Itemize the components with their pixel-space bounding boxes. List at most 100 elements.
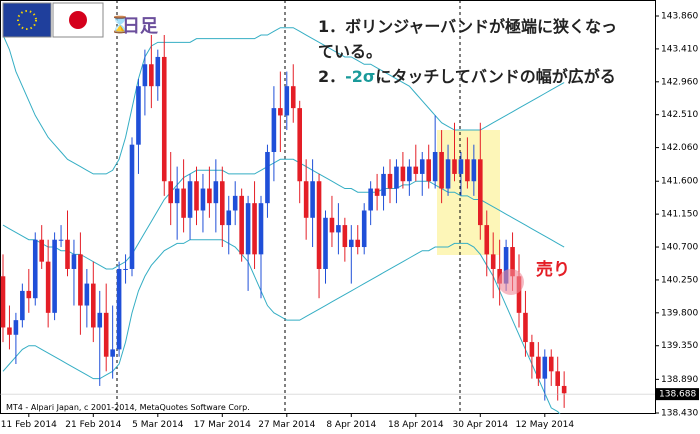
candle-body bbox=[523, 312, 528, 343]
bollinger-band bbox=[2, 239, 561, 414]
y-tick-label: 138.890 bbox=[661, 375, 698, 385]
candle-body bbox=[278, 108, 283, 116]
candle-body bbox=[355, 239, 361, 248]
candle-body bbox=[213, 181, 219, 204]
candle-body bbox=[226, 210, 232, 226]
candle-body bbox=[258, 203, 264, 255]
y-tick-label: 143.860 bbox=[661, 12, 698, 22]
bands bbox=[2, 27, 565, 414]
candle-body bbox=[52, 239, 57, 313]
candle-body bbox=[548, 356, 554, 372]
x-tick-label: 5 Mar 2014 bbox=[132, 420, 184, 430]
candle-body bbox=[97, 312, 103, 328]
candle-body bbox=[245, 203, 251, 255]
y-tick-label: 141.600 bbox=[661, 177, 698, 187]
candle-body bbox=[149, 64, 154, 87]
candle-body bbox=[310, 181, 315, 218]
candle-body bbox=[103, 312, 109, 357]
candle-body bbox=[84, 283, 90, 306]
candle-body bbox=[510, 247, 515, 277]
candle-body bbox=[45, 261, 51, 313]
candle-body bbox=[413, 166, 419, 174]
candle-body bbox=[452, 159, 457, 174]
candle-body bbox=[478, 159, 483, 226]
jp-sun bbox=[69, 11, 87, 29]
candle-body bbox=[439, 151, 444, 189]
candle-body bbox=[78, 254, 83, 306]
candle-body bbox=[26, 290, 32, 299]
current-price-label: 138.688 bbox=[659, 390, 696, 400]
y-tick-label: 138.430 bbox=[661, 409, 698, 419]
candle-body bbox=[445, 159, 451, 189]
bollinger-band bbox=[2, 158, 565, 270]
candle-body bbox=[387, 173, 393, 189]
candles bbox=[0, 35, 567, 408]
candle-body bbox=[381, 173, 386, 196]
x-tick-label: 21 Feb 2014 bbox=[65, 420, 121, 430]
y-tick-label: 139.350 bbox=[661, 341, 698, 351]
annotation-highlight: -2σ bbox=[345, 67, 375, 86]
current-price-box bbox=[656, 388, 699, 401]
candle-body bbox=[316, 181, 322, 269]
candle-body bbox=[561, 385, 567, 394]
candle-body bbox=[194, 181, 199, 211]
candle-body bbox=[490, 254, 496, 269]
candle-body bbox=[284, 86, 290, 116]
candle-body bbox=[123, 268, 128, 270]
candle-body bbox=[32, 239, 38, 299]
candle-body bbox=[39, 239, 44, 262]
eu-flag bbox=[2, 2, 52, 38]
candle-body bbox=[419, 159, 425, 174]
signal-circle bbox=[498, 269, 524, 295]
candle-body bbox=[207, 188, 212, 204]
candle-body bbox=[407, 166, 412, 182]
annotation-line: ている。 bbox=[318, 42, 382, 61]
eu-stars bbox=[17, 10, 37, 30]
candle-body bbox=[232, 195, 238, 211]
annotation-suffix: にタッチしてバンドの幅が広がる bbox=[375, 67, 615, 86]
candle-body bbox=[58, 239, 64, 241]
x-tick-label: 27 Mar 2014 bbox=[258, 420, 315, 430]
candle-body bbox=[471, 159, 477, 182]
candle-body bbox=[465, 159, 470, 182]
candle-body bbox=[129, 144, 135, 269]
plot-frame bbox=[0, 0, 656, 414]
candle-body bbox=[220, 181, 225, 226]
y-tick-label: 141.150 bbox=[661, 210, 698, 220]
candle-body bbox=[484, 225, 490, 255]
candle-body bbox=[174, 188, 180, 204]
y-tick-label: 140.250 bbox=[661, 275, 698, 285]
x-tick-label: 12 May 2014 bbox=[515, 420, 574, 430]
candle-body bbox=[529, 342, 535, 357]
candle-body bbox=[536, 356, 541, 379]
candle-body bbox=[290, 86, 296, 109]
candle-body bbox=[142, 64, 148, 87]
highlight-box bbox=[437, 130, 500, 255]
candle-body bbox=[342, 225, 348, 248]
candle-body bbox=[400, 166, 406, 182]
annotation-line: 1．ボリンジャーバンドが極端に狭くなっ bbox=[318, 17, 617, 36]
candle-body bbox=[155, 56, 161, 87]
candle-body bbox=[503, 247, 509, 284]
x-tick-label: 30 Apr 2014 bbox=[452, 420, 508, 430]
signal-label: 売り bbox=[536, 259, 570, 280]
candle-body bbox=[336, 225, 341, 233]
candle-body bbox=[110, 349, 115, 357]
axes: 138.430 138.890 139.350 139.800 140.250 140.7… bbox=[0, 12, 699, 430]
candle-body bbox=[458, 159, 464, 174]
flags: ⌛ bbox=[2, 2, 130, 38]
annotation-prefix: 2． bbox=[318, 67, 345, 86]
candle-body bbox=[349, 239, 354, 248]
candle-body bbox=[161, 56, 167, 182]
y-tick-label: 142.960 bbox=[661, 77, 698, 87]
candle-body bbox=[136, 86, 141, 145]
candle-body bbox=[265, 151, 270, 204]
annotation-line: 2．-2σにタッチしてバンドの幅が広がる bbox=[318, 67, 616, 86]
candle-body bbox=[368, 188, 373, 211]
x-tick-label: 8 Apr 2014 bbox=[326, 420, 376, 430]
candle-body bbox=[555, 371, 560, 386]
candle-body bbox=[71, 254, 77, 269]
